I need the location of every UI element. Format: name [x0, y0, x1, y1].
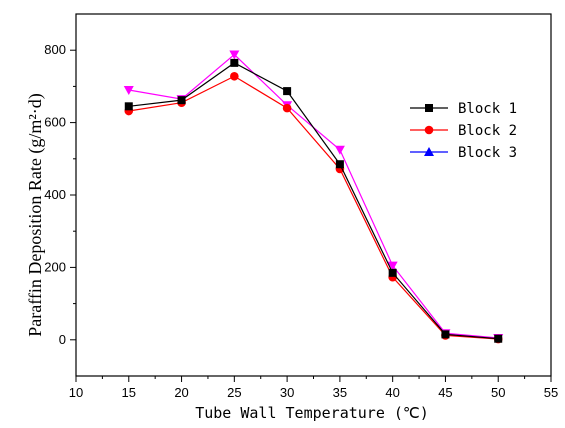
y-axis-label: Paraffin Deposition Rate (g/m²·d): [25, 93, 46, 337]
x-tick-label: 20: [174, 385, 188, 400]
x-tick-label: 10: [69, 385, 83, 400]
data-point: [441, 330, 450, 339]
y-tick-label: 600: [44, 115, 66, 130]
series-line: [128, 75, 499, 340]
x-tick-label: 45: [438, 385, 452, 400]
data-point: [388, 268, 397, 277]
x-tick-label: 40: [385, 385, 399, 400]
series-line: [128, 62, 499, 340]
series-1: [124, 58, 503, 343]
legend-item-1: Block 1: [410, 101, 517, 117]
legend-item-2: Block 2: [410, 123, 517, 139]
series-2: [124, 71, 503, 344]
x-axis-label: Tube Wall Temperature (℃): [195, 404, 429, 422]
data-point: [282, 103, 292, 113]
x-tick-label: 35: [333, 385, 347, 400]
legend-label: Block 1: [458, 101, 517, 117]
legend-marker: [424, 147, 434, 156]
legend-marker: [425, 104, 433, 112]
data-point: [387, 261, 398, 271]
data-point: [230, 71, 239, 81]
data-point: [124, 102, 133, 111]
legend-item-3: Block 3: [410, 145, 517, 161]
x-tick-label: 25: [227, 385, 241, 400]
series-3: [123, 50, 504, 343]
y-tick-label: 200: [44, 259, 66, 274]
legend-label: Block 2: [458, 123, 517, 139]
data-point: [123, 86, 134, 96]
data-point: [494, 334, 503, 343]
y-tick-label: 800: [44, 42, 66, 57]
x-tick-label: 30: [280, 385, 294, 400]
data-point: [177, 96, 186, 105]
y-tick-label: 0: [59, 332, 66, 347]
data-point: [335, 160, 344, 169]
x-tick-label: 50: [491, 385, 505, 400]
data-point: [230, 58, 239, 67]
data-point: [334, 145, 345, 155]
data-point: [229, 50, 240, 60]
plot-frame: [75, 13, 552, 377]
legend-marker: [424, 125, 434, 135]
x-tick-label: 55: [544, 385, 558, 400]
y-tick-label: 400: [44, 187, 66, 202]
legend-label: Block 3: [458, 145, 517, 161]
data-point: [283, 87, 292, 96]
x-tick-label: 15: [122, 385, 136, 400]
